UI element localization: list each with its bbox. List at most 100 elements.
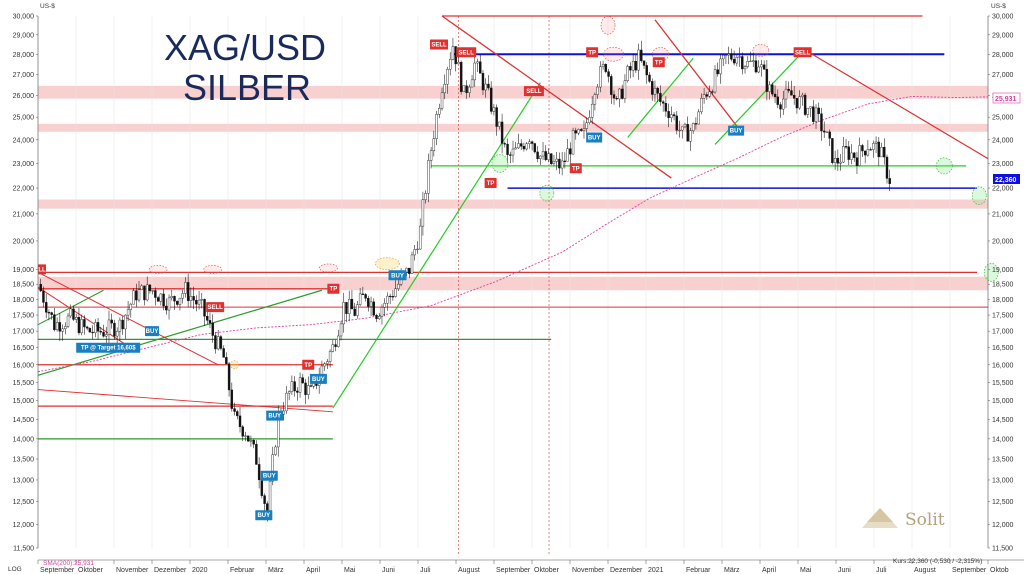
candle-body — [582, 128, 586, 131]
candle-body — [274, 446, 277, 455]
candle-body — [298, 377, 302, 393]
candle-body — [787, 88, 790, 91]
buy-label: BUY — [391, 273, 404, 279]
x-tick-label: November — [572, 567, 605, 574]
candle-body — [457, 62, 460, 65]
buy-signal: BUY — [309, 373, 327, 384]
buy-label: TP @ Target 16,60$ — [81, 346, 136, 352]
candle-body — [757, 66, 760, 73]
y-tick-label-left: 17,000 — [13, 329, 35, 336]
candle-body — [855, 157, 859, 166]
candle-body — [233, 408, 236, 412]
x-tick-label: August — [914, 567, 936, 574]
y-tick-label-left: 22,000 — [13, 186, 35, 193]
x-tick-label: 2021 — [648, 567, 664, 574]
candle-body — [53, 314, 56, 331]
candle-body — [176, 300, 179, 305]
candle-body — [80, 319, 83, 334]
candle-body — [372, 301, 375, 316]
y-tick-label-left: 24,000 — [13, 137, 35, 144]
y-tick-label-left: 27,000 — [13, 72, 35, 79]
candle-body — [571, 130, 575, 155]
sell-badge — [206, 302, 225, 313]
trendline-down — [802, 47, 989, 160]
candle-body — [69, 308, 72, 317]
candle-body — [145, 284, 149, 301]
y-tick-label-right: 22,000 — [992, 186, 1014, 193]
sell-signal: SELL — [456, 47, 477, 58]
pivot-circle — [603, 46, 624, 62]
candle-body — [730, 53, 733, 60]
watermark-text: Solit — [905, 510, 945, 530]
candle-body — [85, 326, 89, 329]
x-tick-label: September — [496, 567, 531, 574]
candle-body — [675, 115, 678, 131]
candle-body — [831, 138, 834, 163]
y-tick-label-right: 16,500 — [992, 345, 1014, 352]
tp-signal: TP — [569, 163, 582, 174]
candle-body — [511, 148, 515, 156]
candle-body — [432, 138, 436, 152]
candle-body — [342, 302, 345, 325]
sell-badge — [456, 47, 477, 58]
candle-body — [681, 126, 684, 131]
y-tick-label-left: 14,500 — [13, 417, 35, 424]
candle-body — [257, 464, 261, 481]
candle-body — [375, 315, 378, 320]
y-tick-label-left: 20,000 — [13, 238, 35, 245]
candle-body — [353, 308, 356, 316]
candle-body — [397, 284, 400, 289]
candle-body — [118, 319, 122, 332]
candle-body — [410, 254, 414, 274]
candle-body — [705, 94, 709, 97]
x-tick-label: August — [458, 567, 480, 574]
y-tick-label-right: 30,000 — [992, 14, 1014, 21]
candle-body — [203, 299, 206, 317]
candle-body — [853, 152, 856, 158]
candle-body — [96, 322, 100, 332]
candle-body — [503, 143, 507, 145]
y-tick-label-right: 25,000 — [992, 115, 1014, 122]
pivot-circle — [491, 154, 509, 173]
x-tick-label: Mai — [344, 567, 356, 574]
candle-body — [416, 248, 419, 251]
candle-body — [656, 87, 659, 94]
sell-label: SELL — [795, 50, 811, 56]
candle-body — [405, 267, 408, 273]
x-tick-label: 2020 — [192, 567, 208, 574]
y-tick-label-right: 21,000 — [992, 211, 1014, 218]
candle-body — [560, 160, 564, 169]
candle-body — [711, 91, 714, 93]
candle-body — [702, 94, 706, 99]
svg-text:25,931: 25,931 — [995, 96, 1017, 103]
buy-badge — [309, 373, 327, 384]
y-tick-label-left: 13,500 — [13, 457, 35, 464]
candle-body — [61, 328, 64, 332]
sma-value-tag: 25,931 — [992, 92, 1021, 104]
buy-label: BUY — [588, 135, 601, 141]
candle-body — [563, 160, 567, 162]
candle-body — [877, 141, 881, 158]
candle-body — [604, 64, 608, 72]
tp-badge — [302, 359, 315, 370]
candle-body — [323, 363, 326, 367]
candle-body — [72, 308, 75, 320]
candle-body — [844, 146, 848, 148]
buy-label: BUY — [257, 513, 270, 519]
candle-body — [386, 295, 389, 304]
candle-body — [869, 149, 872, 151]
candle-body — [137, 289, 141, 301]
pivot-circle — [752, 43, 770, 57]
candle-body — [484, 83, 487, 91]
candle-body — [596, 86, 599, 95]
candle-body — [192, 296, 195, 301]
candle-body — [820, 113, 823, 132]
candle-body — [776, 96, 779, 105]
candle-body — [481, 73, 485, 91]
candle-body — [566, 148, 569, 162]
candle-body — [798, 96, 801, 109]
candle-body — [334, 344, 337, 347]
candle-body — [227, 363, 231, 391]
candle-body — [833, 158, 837, 163]
